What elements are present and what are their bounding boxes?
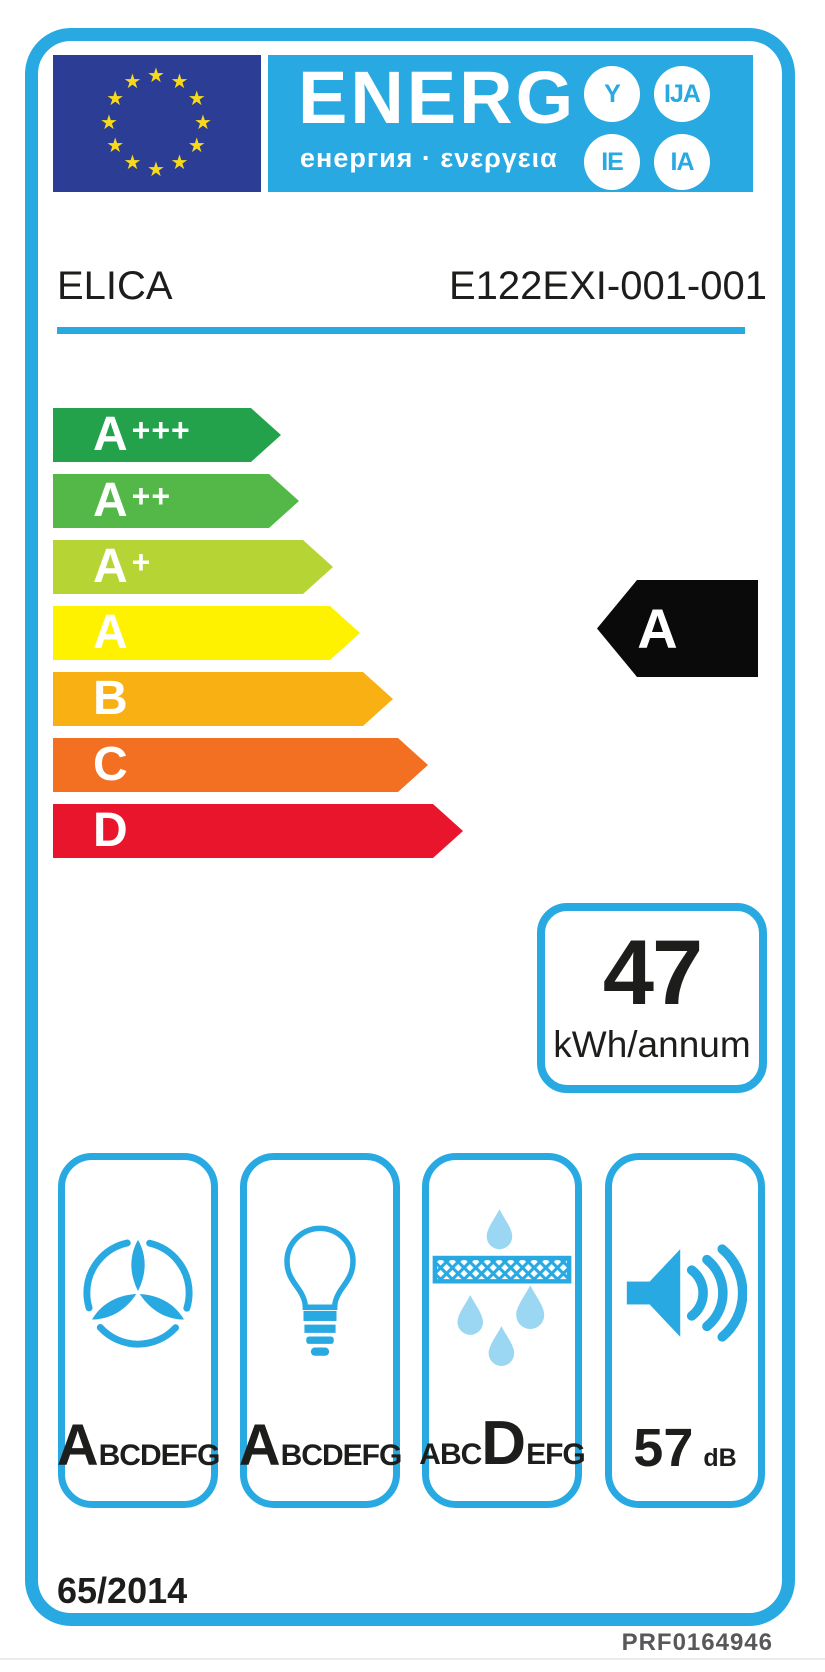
regulation-number: 65/2014 xyxy=(57,1570,188,1611)
eu-star: ★ xyxy=(147,158,165,181)
eu-star: ★ xyxy=(170,70,189,93)
rating-letter: A xyxy=(93,474,128,527)
rating-letter: B xyxy=(93,672,128,725)
eu-star: ★ xyxy=(106,135,125,157)
eu-star: ★ xyxy=(100,111,118,134)
noise-value: 57 xyxy=(633,1418,694,1478)
grease-filter-box: ABC D EFG xyxy=(419,1153,586,1508)
model-number: E122EXI-001-001 xyxy=(448,264,767,308)
fan-icon xyxy=(65,1178,211,1408)
noise-level-text: 57 dB xyxy=(612,1421,758,1475)
suffix-circle-ija: IJA xyxy=(654,66,710,122)
rating-letter: A xyxy=(93,606,128,659)
eu-star: ★ xyxy=(123,70,142,93)
light-bulb-icon xyxy=(247,1178,393,1408)
suffix-circle-y: Y xyxy=(584,66,640,122)
noise-level-box: 57 dB xyxy=(605,1153,765,1508)
rating-scale: A +++ A ++ A + A B C D xyxy=(53,408,463,870)
noise-unit: dB xyxy=(703,1444,737,1472)
energ-suffix-circles: Y IJA IE IA xyxy=(584,66,710,190)
lighting-efficiency-box: A BCDEFG xyxy=(238,1153,403,1508)
eu-star: ★ xyxy=(187,135,206,157)
reference-code: PRF0164946 xyxy=(621,1629,773,1656)
energy-unit: kWh/annum xyxy=(553,1024,751,1065)
fan-efficiency-letters: A BCDEFG xyxy=(56,1413,221,1478)
suffix-circle-ia: IA xyxy=(654,134,710,190)
rating-arrow-b: B xyxy=(53,672,393,726)
grease-filter-icon xyxy=(429,1178,575,1408)
lighting-efficiency-letters: A BCDEFG xyxy=(238,1413,403,1478)
grease-filter-class-letter: D xyxy=(481,1409,527,1478)
fan-efficiency-box: A BCDEFG xyxy=(56,1153,221,1508)
energ-logo-subtext: енергия · ενεργεια xyxy=(300,143,558,173)
brand-row: ELICA E122EXI-001-001 xyxy=(57,264,767,309)
brand-name: ELICA xyxy=(57,264,173,308)
energy-consumption-box: 47 kWh/annum xyxy=(537,903,767,1093)
rating-suffix: + xyxy=(131,544,152,580)
energ-logo-text: ENERG xyxy=(298,56,577,139)
rating-letter: A xyxy=(93,408,128,461)
rating-arrow-a++: A ++ xyxy=(53,474,299,528)
eu-star: ★ xyxy=(194,111,212,134)
rating-arrow-c: C xyxy=(53,738,428,792)
eu-flag: ★ ★ ★ ★ ★ ★ ★ ★ ★ ★ ★ ★ xyxy=(53,55,261,192)
rating-arrow-a: A xyxy=(53,606,360,660)
rating-arrow-a+: A + xyxy=(53,540,333,594)
grease-filter-letters: ABC D EFG xyxy=(419,1409,585,1478)
eu-star: ★ xyxy=(106,88,125,110)
energ-logo: ENERG енергия · ενεργεια Y IJA IE IA xyxy=(268,55,753,192)
page-edge-line xyxy=(0,1658,825,1660)
eu-star: ★ xyxy=(187,88,206,110)
rating-letter: C xyxy=(93,738,128,791)
rating-letter: D xyxy=(93,804,128,857)
rating-arrow-a+++: A +++ xyxy=(53,408,281,462)
assigned-class-arrow: A xyxy=(597,580,758,677)
lighting-class-letter: A xyxy=(238,1413,281,1478)
rating-suffix: ++ xyxy=(131,478,172,514)
assigned-class-letter: A xyxy=(637,596,678,660)
fan-class-letter: A xyxy=(56,1413,99,1478)
eu-star: ★ xyxy=(170,152,189,175)
eu-star: ★ xyxy=(147,64,165,87)
energy-label: ★ ★ ★ ★ ★ ★ ★ ★ ★ ★ ★ ★ ENERG енергия · ενεργεια Y … xyxy=(25,28,795,1626)
energy-value: 47 xyxy=(602,922,703,1024)
divider-rule xyxy=(57,327,745,334)
speaker-icon xyxy=(612,1178,758,1408)
eu-star: ★ xyxy=(123,152,142,175)
rating-arrow-d: D xyxy=(53,804,463,858)
suffix-circle-ie: IE xyxy=(584,134,640,190)
rating-suffix: +++ xyxy=(131,412,191,448)
rating-letter: A xyxy=(93,540,128,593)
